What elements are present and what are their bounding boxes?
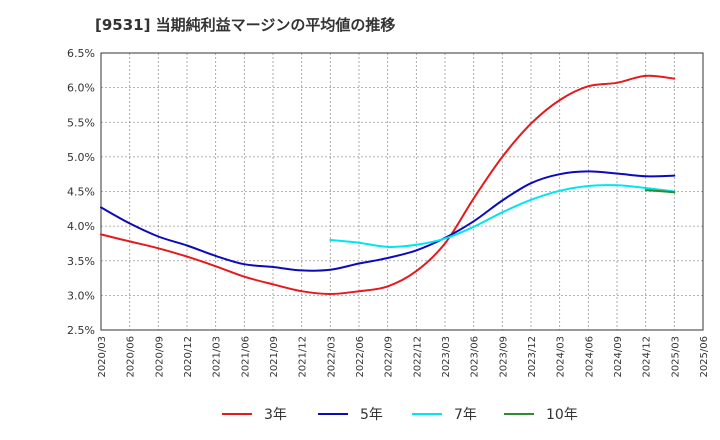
x-tick-label: 2023/03: [441, 336, 452, 378]
x-tick-label: 2021/06: [240, 336, 251, 378]
x-tick-label: 2020/12: [183, 336, 194, 378]
y-tick-label: 2.5%: [67, 324, 95, 337]
x-tick-label: 2024/03: [556, 336, 567, 378]
x-tick-label: 2025/03: [670, 336, 681, 378]
x-tick-label: 2021/12: [298, 336, 309, 378]
y-tick-label: 5.5%: [67, 116, 95, 129]
series-line-2: [100, 170, 676, 272]
x-tick-label: 2022/03: [326, 336, 337, 378]
x-tick-label: 2024/12: [642, 336, 653, 378]
x-tick-label: 2020/06: [126, 336, 137, 378]
y-tick-label: 6.5%: [67, 47, 95, 60]
x-tick-label: 2021/09: [269, 336, 280, 378]
x-tick-label: 2023/12: [527, 336, 538, 378]
plot-border: [100, 52, 704, 331]
y-tick-label: 4.5%: [67, 186, 95, 199]
x-tick-label: 2023/06: [470, 336, 481, 378]
y-tick-label: 4.0%: [67, 220, 95, 233]
y-tick-label: 6.0%: [67, 82, 95, 95]
x-tick-label: 2025/06: [699, 336, 710, 378]
legend-label: 5年: [360, 407, 383, 423]
x-tick-label: 2022/06: [355, 336, 366, 378]
x-tick-label: 2024/06: [584, 336, 595, 378]
x-tick-label: 2023/09: [498, 336, 509, 378]
legend-label: 10年: [546, 407, 578, 423]
y-tick-label: 3.5%: [67, 255, 95, 268]
legend-label: 3年: [264, 407, 287, 423]
x-tick-label: 2020/03: [97, 336, 108, 378]
x-tick-label: 2020/09: [154, 336, 165, 378]
legend-label: 7年: [454, 407, 477, 423]
x-tick-label: 2022/09: [384, 336, 395, 378]
series-line-3: [329, 184, 676, 248]
y-tick-label: 5.0%: [67, 151, 95, 164]
series-line-1: [100, 74, 676, 295]
y-tick-label: 3.0%: [67, 289, 95, 302]
chart-title: [9531] 当期純利益マージンの平均値の推移: [95, 16, 396, 34]
x-tick-label: 2022/12: [412, 336, 423, 378]
x-tick-label: 2024/09: [613, 336, 624, 378]
series-line-4: [644, 189, 676, 194]
x-tick-label: 2021/03: [212, 336, 223, 378]
